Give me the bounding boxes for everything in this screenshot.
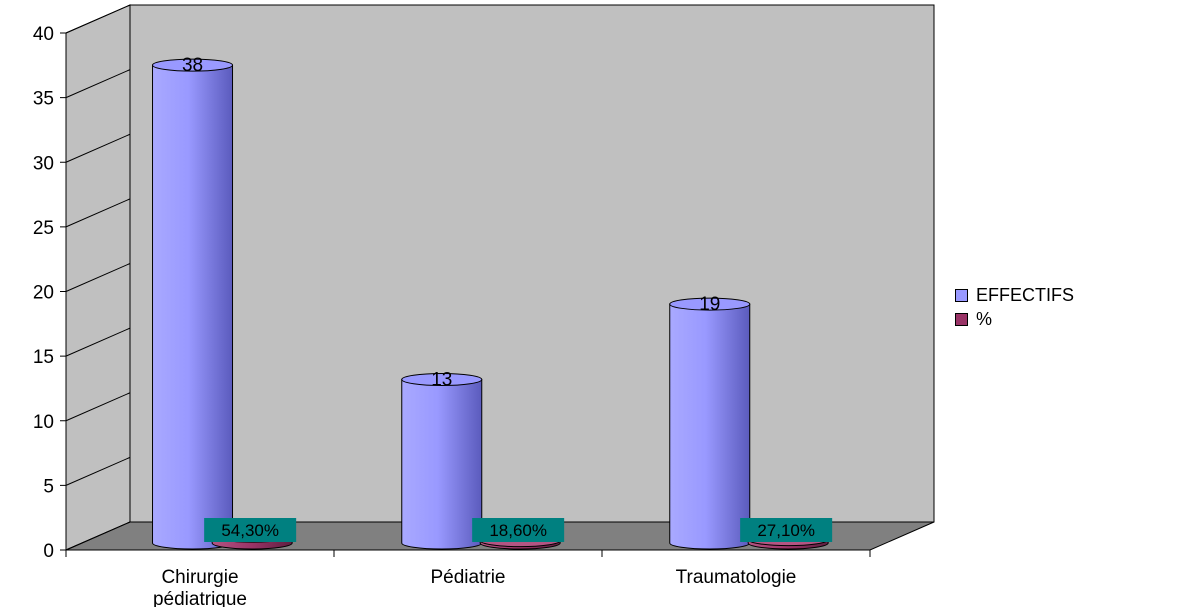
- y-tick-diagonal: [65, 133, 131, 163]
- bar-effectifs-0-top: [152, 58, 234, 72]
- bar-effectifs-2-top: [669, 297, 751, 311]
- y-tick-label: 10: [33, 412, 54, 433]
- data-label-percent-text: 18,60%: [489, 521, 547, 540]
- x-tick-label: Pédiatrie: [431, 567, 506, 588]
- legend-item-effectifs: EFFECTIFS: [955, 283, 1145, 307]
- bar-effectifs-1-top: [401, 373, 483, 387]
- data-label-effectifs: 38: [182, 55, 203, 76]
- y-tick-label: 20: [33, 283, 54, 304]
- y-tick-label: 30: [33, 153, 54, 174]
- data-label-effectifs: 19: [699, 294, 720, 315]
- y-tick-label: 35: [33, 89, 54, 110]
- data-label-percent-bg: [204, 518, 297, 542]
- bar-effectifs-0-body: [152, 64, 234, 550]
- legend-swatch-effectifs: [955, 288, 968, 302]
- bar-effectifs-0: [152, 58, 234, 550]
- y-tick-label: 5: [43, 476, 54, 497]
- legend-label-percent: %: [976, 308, 993, 329]
- x-tick-label: Chirurgie: [161, 567, 238, 588]
- data-label-percent-text: 27,10%: [757, 521, 815, 540]
- data-label-percent: 18,60%: [472, 518, 565, 542]
- y-tick-diagonal: [65, 4, 131, 34]
- y-tick-diagonal: [65, 327, 131, 357]
- x-tick-label: Traumatologie: [676, 567, 797, 588]
- data-label-percent-bg: [472, 518, 565, 542]
- bar-effectifs-1-body: [401, 379, 483, 550]
- y-tick-label: 40: [33, 24, 54, 45]
- legend-swatch-percent: [955, 312, 968, 326]
- y-tick-diagonal: [65, 263, 131, 292]
- data-label-percent-text: 54,30%: [221, 521, 279, 540]
- y-tick-label: 25: [33, 218, 54, 239]
- y-tick-label: 0: [43, 541, 54, 562]
- data-label-effectifs: 13: [431, 370, 452, 391]
- legend: EFFECTIFS %: [955, 283, 1145, 331]
- back-wall: [129, 4, 935, 523]
- bar-effectifs-2-body: [669, 303, 751, 550]
- bar-effectifs-2: [669, 297, 751, 550]
- data-label-percent: 54,30%: [204, 518, 297, 542]
- y-tick-diagonal: [65, 198, 131, 228]
- x-tick-label: pédiatrique: [153, 589, 247, 607]
- y-tick-diagonal: [65, 392, 131, 422]
- legend-item-percent: %: [955, 307, 1145, 331]
- y-tick-diagonal: [65, 69, 131, 99]
- legend-label-effectifs: EFFECTIFS: [976, 284, 1074, 305]
- y-tick-diagonal: [65, 521, 131, 551]
- data-label-percent-bg: [740, 518, 833, 542]
- bar-effectifs-1: [401, 373, 483, 550]
- data-label-percent: 27,10%: [740, 518, 833, 542]
- y-tick-diagonal: [65, 456, 131, 486]
- y-tick-label: 15: [33, 347, 54, 368]
